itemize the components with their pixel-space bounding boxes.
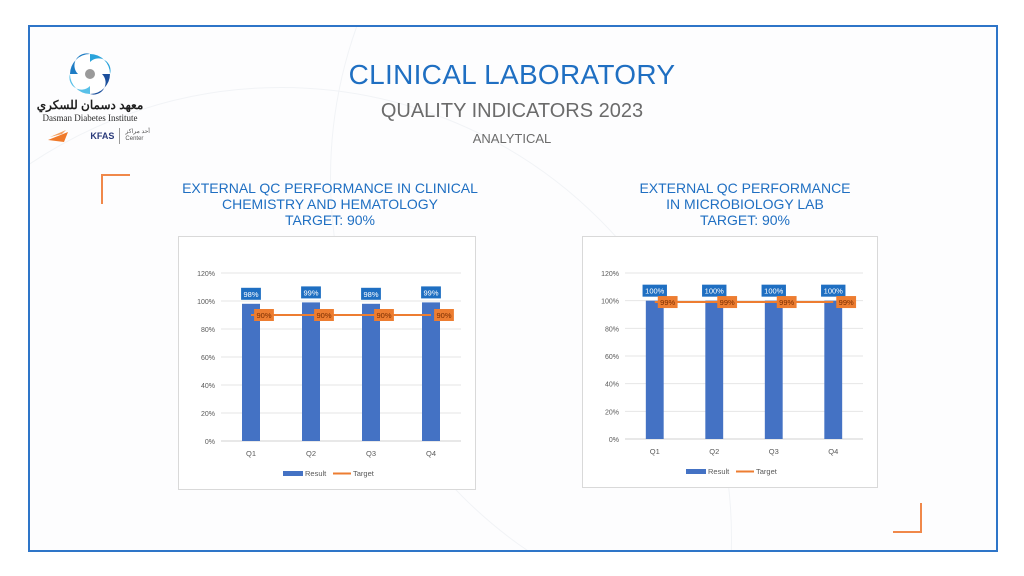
chart-1-clinical-chemistry: 0% 20% 40% 60% 80% 100% 120% 98% 99% 98% 99% 90% 90%… xyxy=(178,236,476,490)
bar-data-label-bg xyxy=(821,284,846,297)
kfas-arabic: أحد مراكز xyxy=(125,129,150,135)
target-data-label: 90% xyxy=(376,311,391,320)
legend-result-label: Result xyxy=(708,467,730,476)
bar-q1 xyxy=(242,303,260,441)
x-tick-label: Q3 xyxy=(769,447,779,456)
bar-data-label: 100% xyxy=(645,287,665,296)
kfas-center-text: أحد مراكز Center xyxy=(125,129,150,143)
y-tick-label: 0% xyxy=(205,439,215,446)
target-data-label-bg xyxy=(657,296,678,309)
page-subtitle: QUALITY INDICATORS 2023 xyxy=(380,100,644,122)
chart-1-title: EXTERNAL QC PERFORMANCE IN CLINICAL CHEM… xyxy=(140,180,520,228)
bar-data-label: 99% xyxy=(303,288,318,297)
x-tick-label: Q4 xyxy=(828,447,838,456)
corner-bracket-bottom-right xyxy=(893,503,922,533)
institute-arabic-name: معهد دسمان للسكري xyxy=(36,98,144,112)
bar-q2 xyxy=(705,300,724,439)
x-tick-label: Q1 xyxy=(650,447,660,456)
target-data-label: 90% xyxy=(436,311,451,320)
target-data-label-bg xyxy=(836,296,857,309)
bar-data-label: 100% xyxy=(705,287,725,296)
page-title: CLINICAL LABORATORY xyxy=(348,59,676,90)
bar-data-label: 99% xyxy=(423,288,438,297)
target-data-label: 99% xyxy=(660,298,675,307)
x-tick-label: Q1 xyxy=(246,449,256,458)
legend-result-swatch xyxy=(686,469,706,474)
x-tick-label: Q3 xyxy=(366,449,376,458)
target-data-label: 99% xyxy=(839,298,854,307)
legend-target-label: Target xyxy=(756,467,778,476)
y-tick-label: 100% xyxy=(197,299,215,306)
x-tick-label: Q2 xyxy=(306,449,316,458)
chart-2-title-line: TARGET: 90% xyxy=(700,212,790,228)
bar-q3 xyxy=(362,303,380,441)
bar-data-label-bg xyxy=(761,284,786,297)
bar-data-label: 98% xyxy=(243,290,258,299)
bar-q1 xyxy=(645,300,664,439)
bar-data-label-bg xyxy=(642,284,667,297)
legend-result-label: Result xyxy=(305,469,327,478)
target-data-label-bg xyxy=(717,296,738,309)
target-data-label-bg xyxy=(434,309,454,321)
bar-data-label-bg xyxy=(301,286,321,299)
y-tick-label: 40% xyxy=(605,382,619,389)
swirl-logo-icon xyxy=(69,53,111,95)
target-data-label-bg xyxy=(776,296,797,309)
x-tick-label: Q4 xyxy=(426,449,436,458)
bar-data-label-bg xyxy=(241,287,261,300)
y-tick-label: 120% xyxy=(197,271,215,278)
y-tick-label: 60% xyxy=(201,355,215,362)
chart-1-title-line: CHEMISTRY AND HEMATOLOGY xyxy=(221,196,438,212)
kfas-label: KFAS xyxy=(90,131,115,141)
target-data-label: 99% xyxy=(779,298,794,307)
institute-english-name: Dasman Diabetes Institute xyxy=(42,113,138,123)
chart-1-title-line: EXTERNAL QC PERFORMANCE IN CLINICAL xyxy=(182,180,478,196)
bar-q2 xyxy=(302,302,320,441)
institute-logo: معهد دسمان للسكري Dasman Diabetes Instit… xyxy=(30,52,150,144)
target-data-label-bg xyxy=(374,309,394,321)
target-data-label: 90% xyxy=(316,311,331,320)
chart-1-svg: 0% 20% 40% 60% 80% 100% 120% 98% 99% 98% 99% 90% 90%… xyxy=(197,271,461,478)
bar-q4 xyxy=(824,300,843,439)
target-data-label: 90% xyxy=(256,311,271,320)
chart-2-svg: 0% 20% 40% 60% 80% 100% 120% 100% 100% 100% 100% 99… xyxy=(601,271,863,476)
target-data-label-bg xyxy=(254,309,274,321)
target-data-label-bg xyxy=(314,309,334,321)
chart-2-microbiology: 0% 20% 40% 60% 80% 100% 120% 100% 100% 100% 100% 99… xyxy=(582,236,878,488)
corner-bracket-top-left xyxy=(101,174,130,204)
bar-q4 xyxy=(422,302,440,441)
kfas-center: Center xyxy=(125,136,144,142)
y-tick-label: 100% xyxy=(601,299,619,306)
section-label: ANALYTICAL xyxy=(472,131,552,146)
legend-target-label: Target xyxy=(353,469,375,478)
y-tick-label: 80% xyxy=(201,327,215,334)
target-data-label: 99% xyxy=(720,298,735,307)
chart-2-title-line: EXTERNAL QC PERFORMANCE xyxy=(639,180,851,196)
chart-2-title: EXTERNAL QC PERFORMANCE IN MICROBIOLOGY … xyxy=(575,180,915,228)
kfas-badge: KFAS أحد مراكز Center xyxy=(30,128,150,144)
kfas-wing-icon xyxy=(47,130,68,142)
x-tick-label: Q2 xyxy=(709,447,719,456)
bar-data-label-bg xyxy=(361,287,381,300)
bar-data-label: 98% xyxy=(363,290,378,299)
y-tick-label: 20% xyxy=(605,409,619,416)
y-tick-label: 60% xyxy=(605,354,619,361)
y-tick-label: 40% xyxy=(201,383,215,390)
legend-result-swatch xyxy=(283,471,303,476)
bar-data-label-bg xyxy=(702,284,727,297)
bar-q3 xyxy=(764,300,783,439)
kfas-separator xyxy=(119,128,121,144)
y-tick-label: 0% xyxy=(609,437,619,444)
chart-2-title-line: IN MICROBIOLOGY LAB xyxy=(666,196,824,212)
y-tick-label: 20% xyxy=(201,411,215,418)
y-tick-label: 120% xyxy=(601,271,619,278)
bar-data-label: 100% xyxy=(824,287,844,296)
bar-data-label-bg xyxy=(421,286,441,299)
chart-1-title-line: TARGET: 90% xyxy=(285,212,375,228)
bar-data-label: 100% xyxy=(764,287,784,296)
y-tick-label: 80% xyxy=(605,326,619,333)
